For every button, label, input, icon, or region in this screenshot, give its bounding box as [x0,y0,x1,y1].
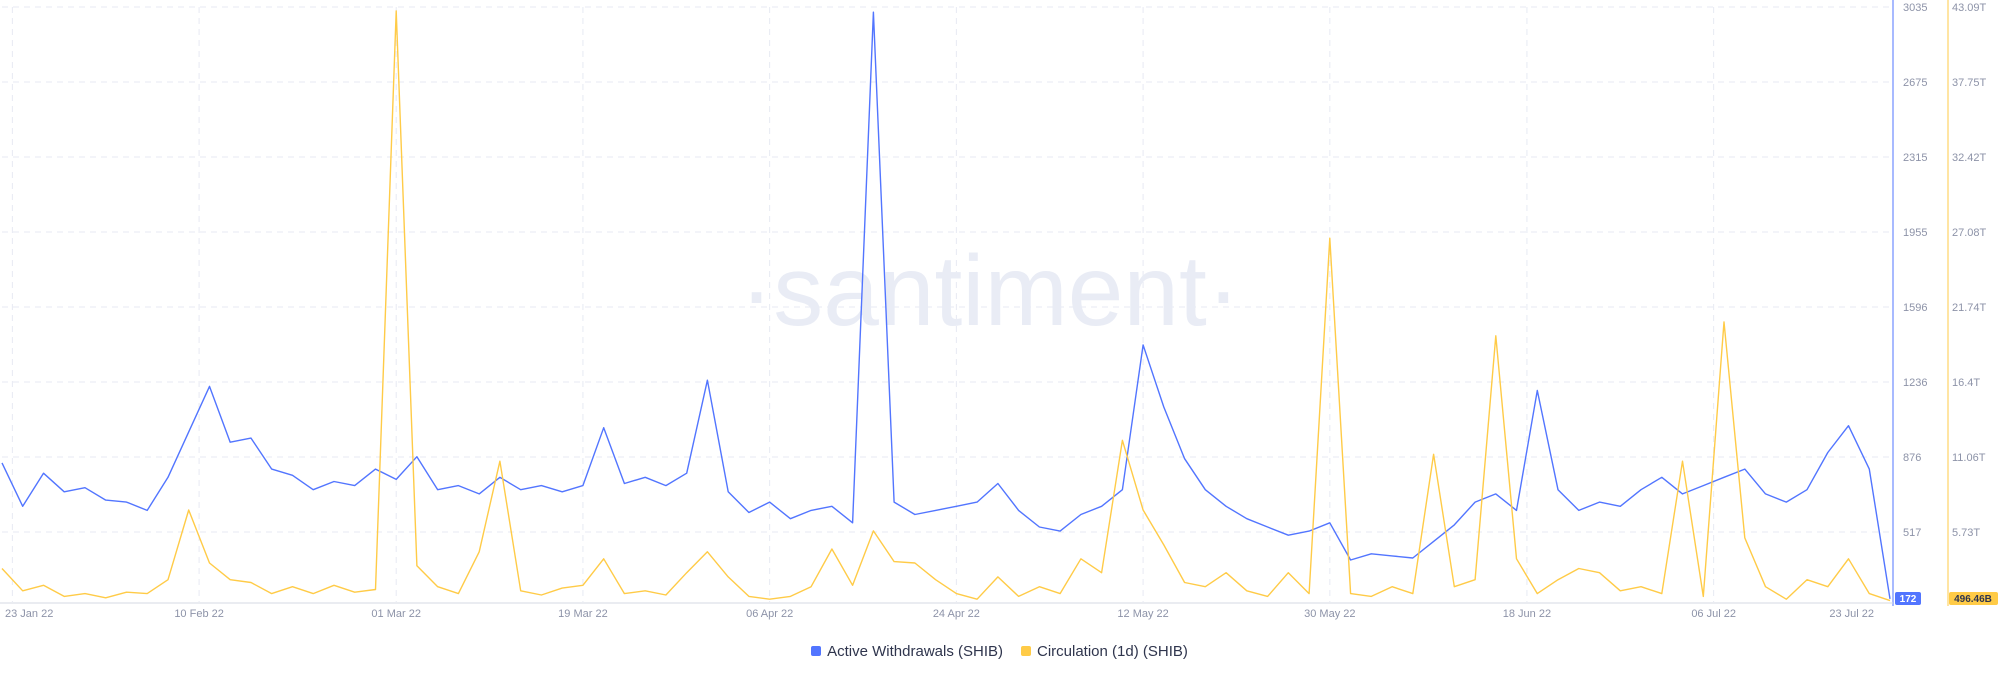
x-tick-label: 18 Jun 22 [1503,608,1551,620]
last-value-label-left: 172 [1900,594,1917,605]
series-line-circulation [1,10,1891,602]
x-tick-label: 10 Feb 22 [174,608,224,620]
axis-labels: 3035 43.09T 2675 37.75T 2315 32.42T 1955 27.08T… [5,2,1998,620]
series-line-active-withdrawals [1,11,1891,600]
legend-item-active-withdrawals[interactable]: Active Withdrawals (SHIB) [811,643,1003,660]
last-value-badge-left [1895,592,1921,605]
legend-swatch-yellow [1021,646,1031,656]
x-tick-label: 01 Mar 22 [371,608,421,620]
y-left-tick-label: 1596 [1903,302,1927,314]
y-left-tick-label: 2675 [1903,77,1927,89]
legend-item-circulation[interactable]: Circulation (1d) (SHIB) [1021,643,1188,660]
legend-swatch-blue [811,646,822,656]
x-tick-label: 23 Jul 22 [1829,608,1874,620]
gridlines [2,6,1890,602]
y-left-tick-label: 876 [1903,452,1921,464]
axes [0,0,1949,606]
x-tick-label: 30 May 22 [1304,608,1355,620]
last-value-badge-right [1949,592,1998,605]
legend-label-active-withdrawals: Active Withdrawals (SHIB) [827,642,1003,660]
y-left-tick-label: 1236 [1903,377,1927,389]
x-tick-label: 06 Jul 22 [1691,608,1736,620]
y-right-tick-label: 32.42T [1952,152,1987,164]
y-left-tick-label: 517 [1903,527,1921,539]
y-left-tick-label: 2315 [1903,152,1927,164]
y-right-tick-label: 27.08T [1952,227,1987,239]
x-tick-label: 24 Apr 22 [933,608,980,620]
watermark-text: ·santiment· [740,235,1240,347]
x-tick-label: 23 Jan 22 [5,608,53,620]
y-right-tick-label: 37.75T [1952,77,1987,89]
y-right-tick-label: 16.4T [1952,377,1980,389]
last-value-label-right: 496.46B [1954,594,1992,605]
legend-label-circulation: Circulation (1d) (SHIB) [1037,642,1188,660]
x-tick-label: 19 Mar 22 [558,608,608,620]
y-right-tick-label: 43.09T [1952,2,1987,14]
y-right-tick-label: 11.06T [1952,452,1986,464]
y-right-tick-label: 5.73T [1952,527,1980,539]
y-left-tick-label: 3035 [1903,2,1927,14]
y-left-tick-label: 1955 [1903,227,1927,239]
legend: Active Withdrawals (SHIB) Circulation (1… [0,640,1999,662]
y-right-tick-label: 21.74T [1952,302,1987,314]
x-tick-label: 12 May 22 [1117,608,1168,620]
series-lines [1,10,1891,602]
x-tick-label: 06 Apr 22 [746,608,793,620]
